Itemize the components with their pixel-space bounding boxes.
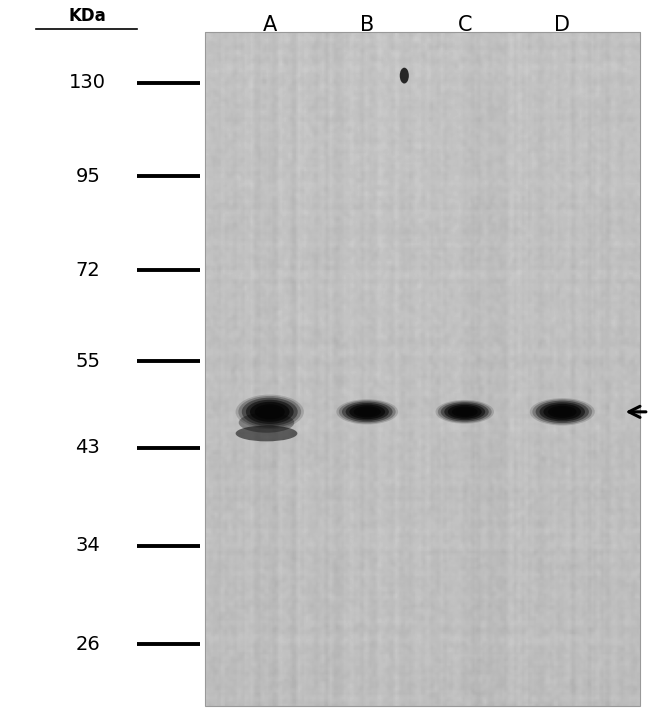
Text: 43: 43 [75,438,100,457]
Bar [205,32,640,706]
Text: 72: 72 [75,261,100,279]
Ellipse shape [235,395,304,429]
Ellipse shape [438,401,491,423]
Ellipse shape [532,400,592,424]
Ellipse shape [448,405,482,419]
Ellipse shape [235,426,298,441]
Text: A: A [263,15,277,35]
Ellipse shape [346,403,389,420]
Ellipse shape [358,408,376,415]
Ellipse shape [540,402,585,421]
Text: 130: 130 [70,73,106,92]
Ellipse shape [400,68,409,84]
Text: C: C [458,15,472,35]
Ellipse shape [337,399,398,425]
Ellipse shape [452,407,478,417]
Ellipse shape [239,413,294,433]
Ellipse shape [239,396,301,428]
Ellipse shape [255,404,285,420]
Ellipse shape [543,404,581,420]
Text: B: B [360,15,374,35]
Ellipse shape [456,408,473,415]
Ellipse shape [339,400,396,423]
Text: 34: 34 [75,536,100,555]
Ellipse shape [548,406,577,418]
Ellipse shape [552,408,572,416]
Ellipse shape [441,402,489,422]
Text: 55: 55 [75,352,100,371]
Ellipse shape [246,400,294,424]
Ellipse shape [242,397,298,426]
Ellipse shape [342,402,393,422]
Ellipse shape [250,402,289,422]
Ellipse shape [349,405,385,419]
Ellipse shape [259,407,280,417]
Text: D: D [554,15,570,35]
Ellipse shape [354,406,381,418]
Text: 95: 95 [75,167,100,186]
Text: KDa: KDa [69,7,107,25]
Ellipse shape [445,403,485,420]
Ellipse shape [536,400,589,423]
Ellipse shape [530,398,595,426]
Text: 26: 26 [75,635,100,654]
Ellipse shape [436,400,494,423]
